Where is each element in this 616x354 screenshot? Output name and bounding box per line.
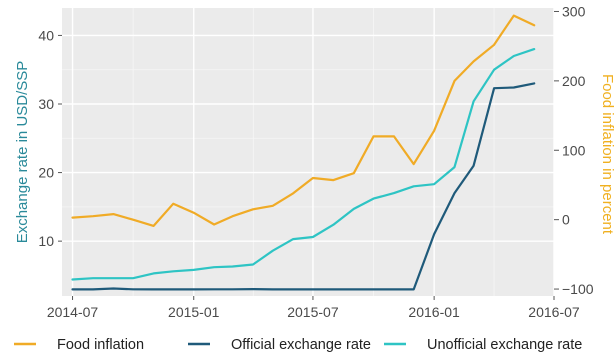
grid-lines: [62, 8, 555, 296]
series-line-unofficial-exchange-rate: [71, 47, 536, 281]
y-left-axis-label: Exchange rate in USD/SSP: [14, 61, 31, 244]
legend: Food inflation Official exchange rate Unof…: [14, 337, 582, 353]
y-right-tick-label: −100: [562, 281, 594, 297]
series-line-official-exchange-rate: [71, 82, 536, 291]
y-right-tick-label: 300: [562, 3, 586, 19]
y-left-tick-label: 10: [38, 233, 54, 249]
y-left-tick-label: 20: [38, 165, 54, 181]
x-tick-label: 2015-01: [168, 304, 220, 320]
x-axis-ticks: 2014-07 2015-01 2015-07 2016-01 2016-07: [47, 296, 580, 320]
y-right-axis-label: Food inflation in percent: [599, 74, 616, 235]
x-tick-label: 2014-07: [47, 304, 99, 320]
legend-label: Food inflation: [57, 337, 144, 353]
y-right-tick-label: 200: [562, 73, 586, 89]
plot-background: [62, 8, 554, 296]
series-line-food-inflation: [71, 14, 536, 227]
y-left-tick-label: 30: [38, 96, 54, 112]
legend-label: Unofficial exchange rate: [427, 337, 582, 353]
right-axis-ticks: −100 0 100 200 300: [554, 3, 594, 297]
legend-label: Official exchange rate: [231, 337, 371, 353]
y-right-tick-label: 100: [562, 142, 586, 158]
left-axis-ticks: 10 20 30 40: [38, 27, 62, 249]
x-tick-label: 2016-01: [408, 304, 460, 320]
x-tick-label: 2015-07: [287, 304, 339, 320]
y-right-tick-label: 0: [562, 212, 570, 228]
x-tick-label: 2016-07: [528, 304, 580, 320]
y-left-tick-label: 40: [38, 27, 54, 43]
series-layer: [71, 14, 536, 291]
